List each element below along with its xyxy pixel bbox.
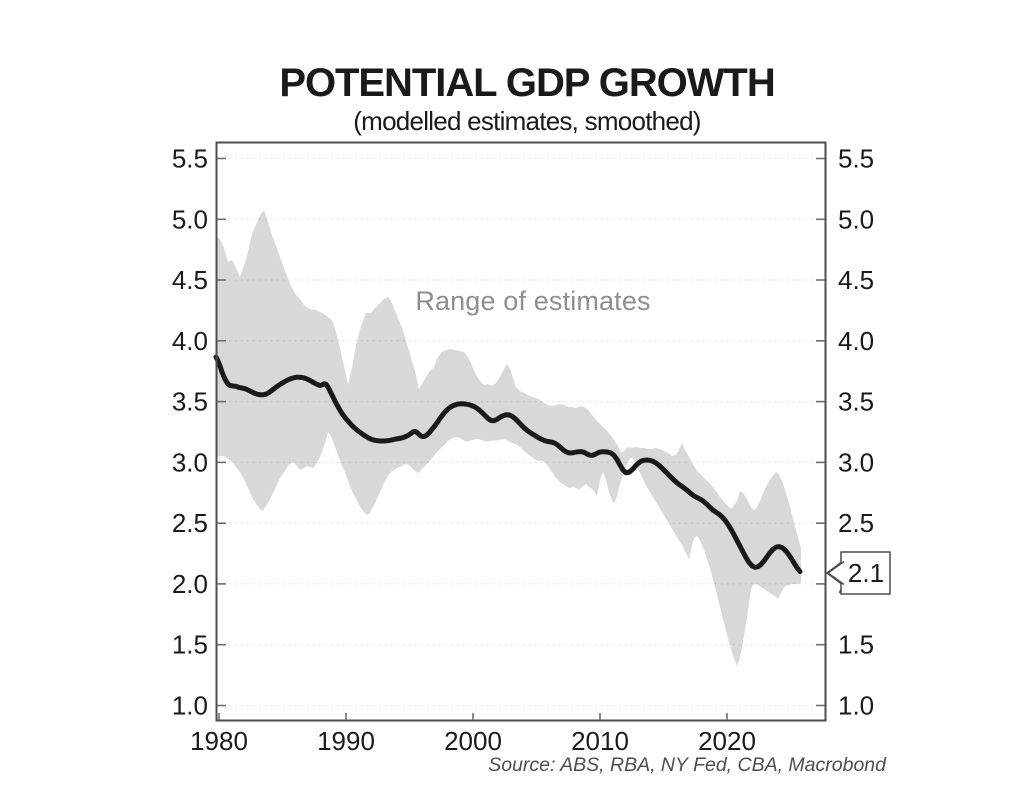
svg-text:4.5: 4.5 (172, 265, 208, 295)
svg-text:2000: 2000 (444, 726, 502, 756)
svg-text:2.0: 2.0 (172, 569, 208, 599)
svg-text:3.5: 3.5 (172, 387, 208, 417)
svg-text:5.0: 5.0 (172, 204, 208, 234)
svg-text:3.5: 3.5 (838, 387, 874, 417)
svg-text:2.1: 2.1 (848, 558, 884, 588)
svg-text:4.0: 4.0 (172, 326, 208, 356)
svg-text:1.0: 1.0 (172, 691, 208, 721)
svg-text:4.0: 4.0 (838, 326, 874, 356)
svg-text:3.0: 3.0 (172, 447, 208, 477)
svg-text:5.0: 5.0 (838, 204, 874, 234)
svg-text:5.5: 5.5 (172, 144, 208, 174)
svg-text:Source: ABS, RBA, NY Fed, CBA,: Source: ABS, RBA, NY Fed, CBA, Macrobond (488, 754, 887, 776)
svg-text:(modelled estimates, smoothed): (modelled estimates, smoothed) (353, 106, 701, 136)
svg-text:3.0: 3.0 (838, 447, 874, 477)
svg-text:5.5: 5.5 (838, 144, 874, 174)
svg-text:2020: 2020 (698, 726, 756, 756)
svg-text:Range of estimates: Range of estimates (415, 286, 650, 316)
svg-text:1.5: 1.5 (172, 630, 208, 660)
svg-text:1.0: 1.0 (838, 691, 874, 721)
svg-text:1990: 1990 (317, 726, 375, 756)
svg-text:2.5: 2.5 (838, 508, 874, 538)
svg-text:4.5: 4.5 (838, 265, 874, 295)
svg-text:1980: 1980 (190, 726, 248, 756)
svg-text:2010: 2010 (571, 726, 629, 756)
svg-text:1.5: 1.5 (838, 630, 874, 660)
svg-text:POTENTIAL GDP GROWTH: POTENTIAL GDP GROWTH (279, 61, 774, 105)
svg-text:2.5: 2.5 (172, 508, 208, 538)
